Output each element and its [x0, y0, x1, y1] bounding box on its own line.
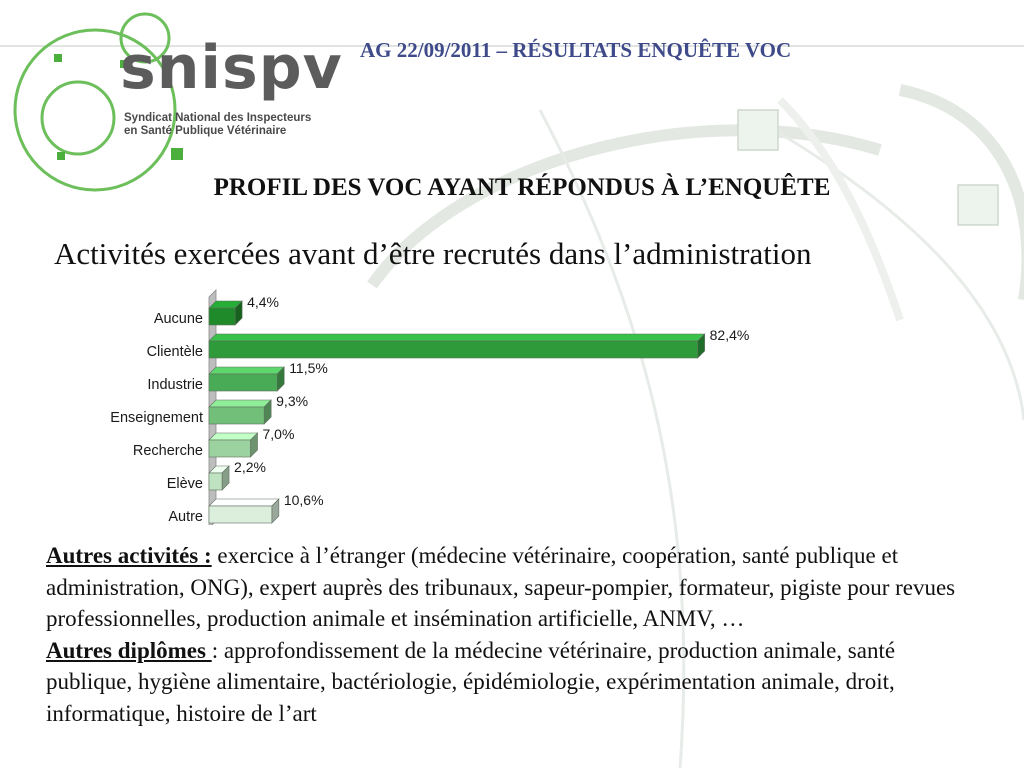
category-label: Enseignement	[110, 410, 203, 426]
other-activities-text: exercice à l’étranger (médecine vétérina…	[46, 543, 956, 631]
bar	[208, 472, 223, 491]
bar	[208, 406, 265, 425]
logo-name: snispv	[120, 33, 343, 103]
bar-group	[208, 333, 706, 359]
logo-circles-icon	[13, 12, 183, 192]
category-label: Aucune	[154, 311, 203, 327]
logo-subtitle: Syndicat National des Inspecteurs en San…	[124, 112, 311, 138]
chart-title: Activités exercées avant d’être recrutés…	[54, 236, 812, 271]
header-title: AG 22/09/2011 – RÉSULTATS ENQUÊTE VOC	[360, 38, 792, 62]
category-label: Autre	[168, 509, 203, 525]
other-diplomas-text: : approfondissement de la médecine vétér…	[46, 637, 896, 726]
value-label: 10,6%	[284, 492, 324, 508]
bar-top	[208, 432, 259, 441]
other-activities-label: Autres activités :	[46, 543, 212, 568]
decor-square	[957, 184, 999, 226]
bar-top	[208, 366, 285, 375]
bar-top	[208, 399, 272, 408]
decor-arc	[898, 84, 1024, 300]
decor-arc	[739, 108, 1024, 421]
value-label: 2,2%	[234, 459, 266, 475]
bar-group	[208, 366, 285, 392]
bar-chart: Aucune 4,4% Clientèle 82,4% Industrie 11,5% En…	[110, 289, 750, 525]
bar-group	[208, 300, 243, 326]
bar-group	[208, 498, 280, 524]
category-label: Elève	[167, 476, 203, 492]
bar	[208, 373, 278, 392]
decor-square	[737, 109, 779, 151]
other-diplomas-label: Autres diplômes	[46, 637, 212, 663]
category-label: Industrie	[147, 377, 203, 393]
category-label: Recherche	[133, 443, 203, 459]
value-label: 11,5%	[289, 360, 328, 376]
bar	[208, 340, 698, 359]
decor-arc	[538, 109, 686, 768]
bar	[208, 505, 273, 524]
bar-group	[208, 465, 230, 491]
bar	[208, 307, 236, 326]
notes: Autres activités : exercice à l’étranger…	[46, 540, 986, 729]
decor-arc	[777, 97, 904, 322]
other-activities: Autres activités : exercice à l’étranger…	[46, 540, 986, 635]
value-label: 9,3%	[276, 393, 308, 409]
logo-subtitle-line1: Syndicat National des Inspecteurs	[124, 112, 312, 124]
bar-group	[208, 399, 272, 425]
category-label: Clientèle	[147, 344, 203, 360]
decor-arc	[367, 124, 882, 289]
logo-subtitle-line2: en Santé Publique Vétérinaire	[124, 125, 287, 137]
bar-top	[208, 498, 280, 507]
other-diplomas: Autres diplômes : approfondissement de l…	[46, 635, 986, 730]
value-label: 4,4%	[247, 294, 279, 310]
bar	[208, 439, 251, 458]
value-label: 7,0%	[263, 426, 295, 442]
bar-group	[208, 432, 259, 458]
value-label: 82,4%	[710, 327, 750, 343]
bar-top	[208, 333, 706, 342]
section-title: PROFIL DES VOC AYANT RÉPONDUS À L’ENQUÊT…	[213, 174, 831, 201]
